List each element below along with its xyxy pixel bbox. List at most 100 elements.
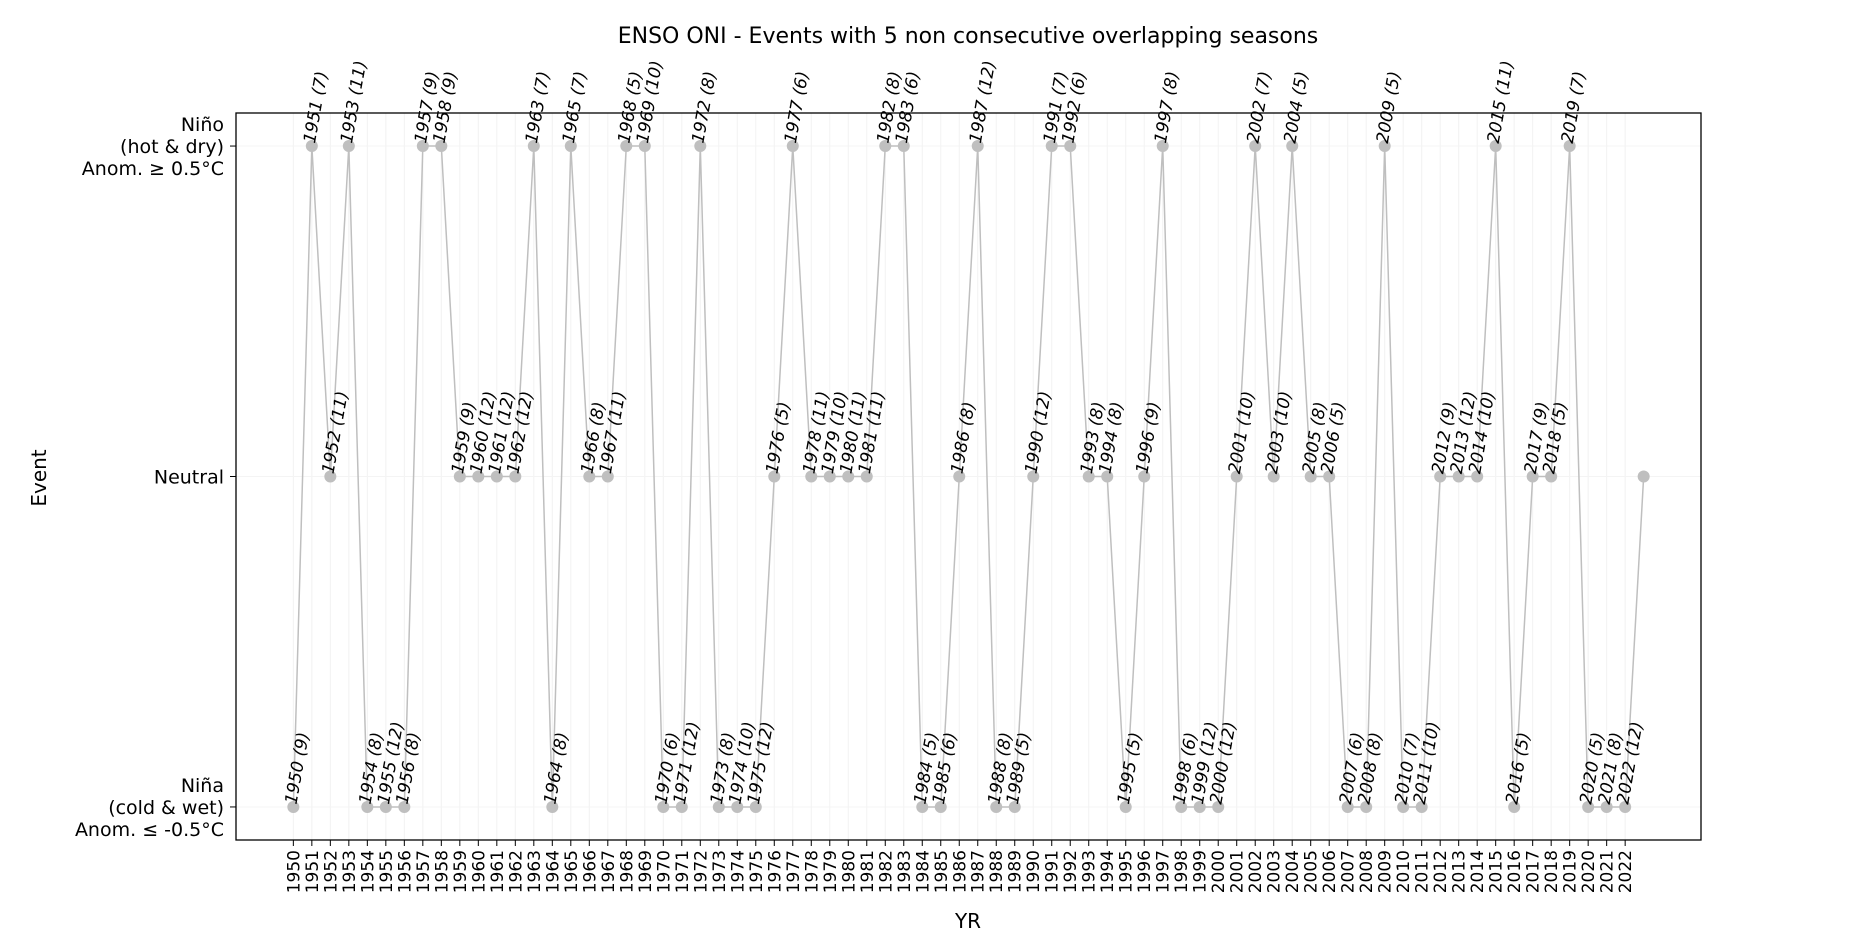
data-point <box>990 800 1003 813</box>
x-tick-label: 1993 <box>1080 850 1100 893</box>
data-point <box>749 800 762 813</box>
x-tick-label: 1962 <box>506 850 526 893</box>
point-label: 1995 (5) <box>1114 731 1146 806</box>
data-point <box>398 800 411 813</box>
data-point <box>1452 470 1465 483</box>
data-point <box>694 140 707 153</box>
y-tick-label-line: Niño <box>181 114 224 136</box>
x-tick-label: 2020 <box>1579 850 1599 893</box>
x-tick-label: 1951 <box>303 850 323 893</box>
data-point <box>1230 470 1243 483</box>
data-point <box>1526 470 1539 483</box>
x-tick-label: 1983 <box>895 850 915 893</box>
data-point <box>675 800 688 813</box>
data-point <box>1138 470 1151 483</box>
data-point <box>1064 140 1077 153</box>
x-tick-label: 2019 <box>1561 850 1581 893</box>
data-point <box>1341 800 1354 813</box>
point-label: 2016 (5) <box>1502 731 1534 806</box>
data-point <box>324 470 337 483</box>
x-tick-label: 1969 <box>636 850 656 893</box>
y-tick-label-line: (cold & wet) <box>108 797 224 819</box>
x-tick-label: 2004 <box>1283 850 1303 893</box>
x-tick-label: 1968 <box>617 850 637 893</box>
x-tick-label: 1975 <box>747 850 767 893</box>
data-point <box>1415 800 1428 813</box>
x-tick-label: 1981 <box>858 850 878 893</box>
point-label: 2009 (5) <box>1373 70 1405 145</box>
point-label: 1963 (7) <box>522 70 554 145</box>
data-point <box>287 800 300 813</box>
x-tick-label: 1982 <box>876 850 896 893</box>
point-label: 1953 (11) <box>337 59 371 145</box>
x-tick-label: 2018 <box>1542 850 1562 893</box>
x-tick-label: 1990 <box>1024 850 1044 893</box>
data-point <box>1619 800 1632 813</box>
x-axis-label: YR <box>954 909 981 933</box>
x-tick-label: 2015 <box>1487 850 1507 893</box>
data-point <box>1397 800 1410 813</box>
x-tick-label: 2006 <box>1320 850 1340 893</box>
y-axis-label: Event <box>27 449 51 506</box>
data-point <box>916 800 929 813</box>
data-point <box>305 140 318 153</box>
point-label: 1952 (11) <box>319 390 353 476</box>
x-tick-label: 1952 <box>321 850 341 893</box>
x-tick-label: 1998 <box>1172 850 1192 893</box>
point-label: 1964 (8) <box>541 731 573 806</box>
data-point <box>527 140 540 153</box>
data-point <box>842 470 855 483</box>
x-tick-label: 1960 <box>469 850 489 893</box>
x-tick-label: 1980 <box>839 850 859 893</box>
data-point <box>1434 470 1447 483</box>
point-label: 2001 (10) <box>1225 390 1259 476</box>
point-label: 1977 (6) <box>781 70 813 145</box>
x-tick-label: 1971 <box>673 850 693 893</box>
x-tick-label: 2001 <box>1228 850 1248 893</box>
y-tick-label: Neutral <box>154 467 224 489</box>
x-tick-label: 1984 <box>913 850 933 893</box>
x-tick-label: 1995 <box>1117 850 1137 893</box>
point-label: 1986 (8) <box>947 400 979 475</box>
data-point <box>1637 470 1650 483</box>
x-tick-label: 1976 <box>765 850 785 893</box>
data-point <box>1156 140 1169 153</box>
y-tick-label: Niña (cold & wet) Anom. ≤ -0.5°C <box>75 775 224 841</box>
x-tick-label: 1955 <box>377 850 397 893</box>
x-tick-label: 1996 <box>1135 850 1155 893</box>
data-point <box>1212 800 1225 813</box>
y-tick-label-line: Anom. ≤ -0.5°C <box>75 819 224 841</box>
x-tick-label: 2000 <box>1209 850 1229 893</box>
data-point <box>860 470 873 483</box>
x-tick-label: 2013 <box>1450 850 1470 893</box>
data-point <box>768 470 781 483</box>
x-tick-label: 2003 <box>1265 850 1285 893</box>
x-tick-label: 1985 <box>932 850 952 893</box>
data-point <box>435 140 448 153</box>
x-tick-label: 2022 <box>1616 850 1636 893</box>
x-tick-label: 1997 <box>1154 850 1174 893</box>
data-point <box>1489 140 1502 153</box>
data-point <box>1267 470 1280 483</box>
point-label: 1965 (7) <box>559 70 591 145</box>
data-point <box>379 800 392 813</box>
data-point <box>1119 800 1132 813</box>
x-tick-label: 1973 <box>710 850 730 893</box>
data-point <box>1471 470 1484 483</box>
data-point <box>1563 140 1576 153</box>
x-tick-label: 2016 <box>1505 850 1525 893</box>
x-tick-label: 1967 <box>599 850 619 893</box>
x-tick-label: 1953 <box>340 850 360 893</box>
x-tick-label: 1958 <box>432 850 452 893</box>
point-labels: 1950 (9)1951 (7)1952 (11)1953 (11)1954 (… <box>282 59 1648 806</box>
x-tick-label: 2008 <box>1357 850 1377 893</box>
data-point <box>1082 470 1095 483</box>
data-point <box>509 470 522 483</box>
point-label: 1990 (12) <box>1021 390 1055 476</box>
data-point <box>1378 140 1391 153</box>
y-tick-label: Niño (hot & dry) Anom. ≥ 0.5°C <box>82 114 224 180</box>
y-tick-label-line: Neutral <box>154 467 224 489</box>
x-tick-label: 1986 <box>950 850 970 893</box>
x-tick-label: 1972 <box>691 850 711 893</box>
data-point <box>1360 800 1373 813</box>
